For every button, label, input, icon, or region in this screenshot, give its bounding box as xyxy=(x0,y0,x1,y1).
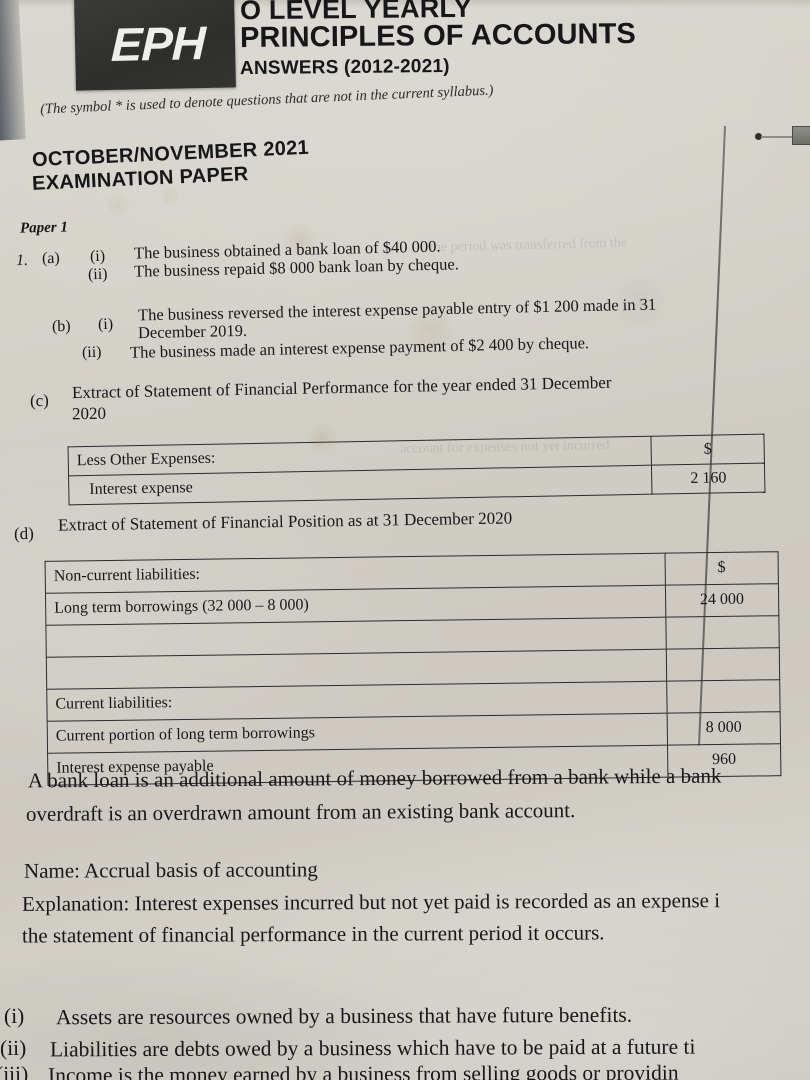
definition-text-ii: Liabilities are debts owed by a business… xyxy=(49,1034,696,1062)
part-b-roman-i: (i) xyxy=(97,315,114,334)
definition-text-iii: Income is the money earned by a business… xyxy=(47,1060,679,1080)
table2-row3-amount xyxy=(665,647,780,682)
section-c-heading-line1: Extract of Statement of Financial Perfor… xyxy=(71,372,612,403)
part-a-roman-i: (i) xyxy=(89,247,106,266)
bank-loan-list-label: ) xyxy=(0,766,1,791)
masthead-line-subject: PRINCIPLES OF ACCOUNTS xyxy=(239,17,637,55)
section-d-heading: Extract of Statement of Financial Positi… xyxy=(57,508,513,535)
table2-row1-amount: 24 000 xyxy=(665,583,779,618)
table1-row1-amount: 2 160 xyxy=(651,463,765,495)
ghost-text-1: the period was transferred from the xyxy=(429,235,628,256)
definition-text-i: Assets are resources owned by a business… xyxy=(55,1002,633,1030)
section-c-label: (c) xyxy=(29,390,50,411)
accrual-explanation-line1: Explanation: Interest expenses incurred … xyxy=(21,888,721,916)
table2-row2-amount xyxy=(665,615,780,650)
part-b-roman-ii: (ii) xyxy=(81,343,102,362)
financial-performance-table: Less Other Expenses: $ Interest expense … xyxy=(68,434,766,506)
pointer-leader-line xyxy=(761,136,795,138)
table1-currency-header: $ xyxy=(651,434,765,466)
table2-row5-amount: 8 000 xyxy=(666,711,781,746)
accrual-explanation-line2: the statement of financial performance i… xyxy=(21,920,605,948)
definition-roman-i: (i) xyxy=(3,1003,25,1029)
definition-roman-iii: (iii) xyxy=(0,1061,29,1080)
bank-loan-line2: overdraft is an overdrawn amount from an… xyxy=(25,798,576,826)
page-top-shadow xyxy=(0,0,810,8)
table2-currency-header: $ xyxy=(664,551,779,586)
question-number: 1. xyxy=(15,251,29,270)
part-a-roman-ii: (ii) xyxy=(87,265,108,284)
paper-label: Paper 1 xyxy=(19,219,69,237)
accrual-name-line: Name: Accrual basis of accounting xyxy=(23,857,318,883)
financial-position-table: Non-current liabilities: $ Long term bor… xyxy=(45,551,782,786)
section-c-heading-line2: 2020 xyxy=(71,403,107,424)
eph-logo-text: EPH xyxy=(110,15,206,71)
book-spine xyxy=(0,0,26,141)
question-part-b-label: (b) xyxy=(51,317,71,336)
question-part-a-label: (a) xyxy=(41,249,60,268)
definition-roman-ii: (ii) xyxy=(0,1035,27,1061)
clip-box-icon xyxy=(792,126,810,145)
section-d-label: (d) xyxy=(13,523,34,544)
pointer-dot-icon xyxy=(755,133,762,140)
bank-loan-line1: A bank loan is an additional amount of m… xyxy=(27,763,722,793)
table2-row4-amount xyxy=(666,679,781,714)
masthead-line-answers: ANSWERS (2012-2021) xyxy=(239,55,450,80)
